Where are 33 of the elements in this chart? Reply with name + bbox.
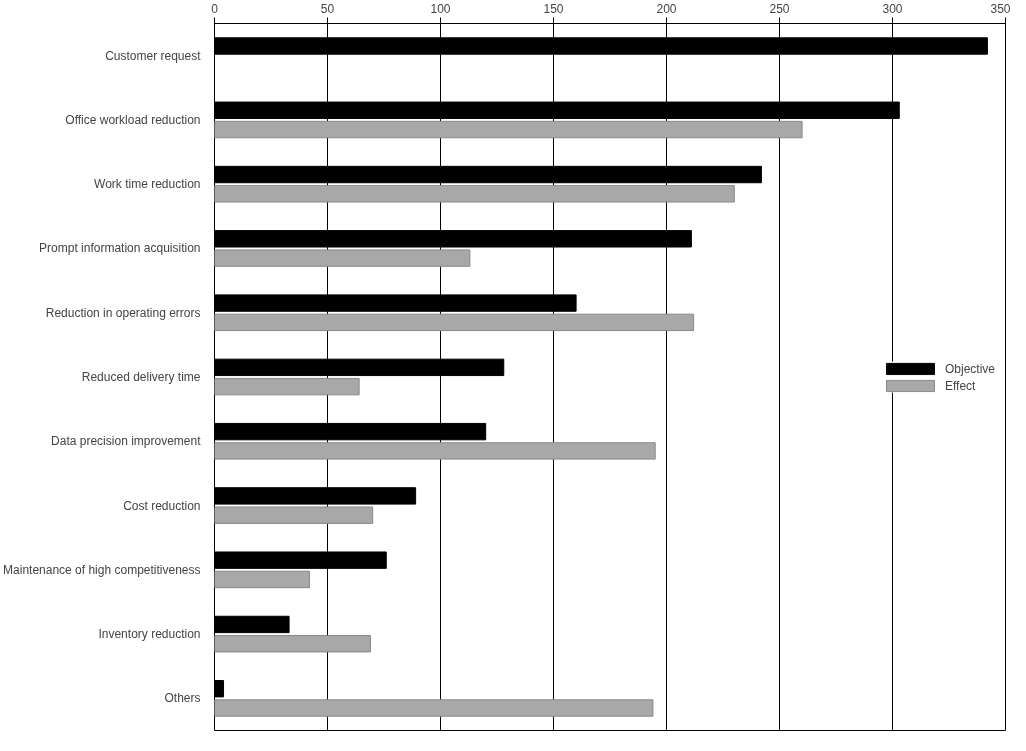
x-tick-label: 150 — [543, 1, 564, 16]
bar — [214, 377, 360, 396]
x-tick-label: 300 — [882, 1, 903, 16]
y-tick-label: Work time reduction — [94, 177, 201, 192]
x-tick-label: 250 — [769, 1, 790, 16]
y-tick-label: Data precision improvement — [51, 434, 202, 449]
bar — [214, 615, 290, 634]
bar — [214, 635, 371, 653]
y-tick-label: Inventory reduction — [98, 627, 201, 642]
x-tick-label: 100 — [430, 1, 451, 16]
y-tick-label: Reduction in operating errors — [45, 305, 201, 320]
y-tick-label: Office workload reduction — [65, 112, 201, 127]
bar — [214, 185, 735, 203]
x-tick-label: 350 — [990, 1, 1011, 16]
bar — [214, 699, 654, 717]
bar — [214, 506, 374, 524]
legend-label: Objective — [944, 361, 995, 375]
x-tick-label: 50 — [320, 1, 335, 16]
bar — [214, 570, 310, 589]
legend-label: Effect — [944, 378, 976, 392]
y-tick-label: Customer request — [105, 48, 202, 63]
x-tick-label: 200 — [656, 1, 677, 16]
y-tick-label: Prompt information acquisition — [39, 241, 201, 256]
bar — [214, 120, 803, 139]
bar — [214, 249, 471, 267]
y-tick-label: Reduced delivery time — [81, 370, 201, 384]
bar — [214, 680, 225, 698]
y-tick-label: Others — [164, 691, 201, 706]
x-tick-label: 0 — [211, 1, 219, 16]
bar — [214, 313, 695, 332]
bar — [214, 442, 656, 460]
y-tick-label: Maintenance of high competitiveness — [3, 562, 201, 577]
y-tick-label: Cost reduction — [123, 498, 201, 513]
